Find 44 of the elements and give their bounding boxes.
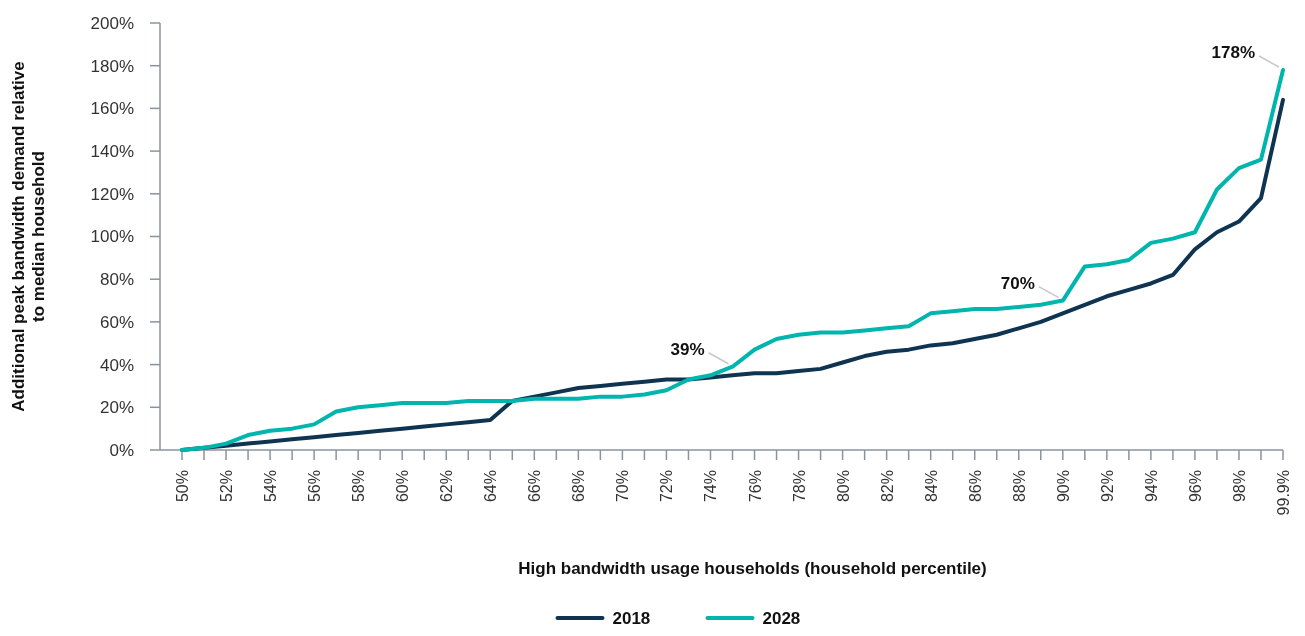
x-tick-label: 62% xyxy=(438,470,456,503)
x-tick-label: 68% xyxy=(570,470,588,503)
y-tick-label: 140% xyxy=(90,142,134,162)
y-tick-label: 40% xyxy=(99,355,134,375)
x-tick-label: 98% xyxy=(1230,470,1248,503)
x-tick-label: 60% xyxy=(394,470,412,503)
y-tick-label: 80% xyxy=(99,270,134,290)
y-tick-label: 100% xyxy=(90,227,134,247)
x-axis-title: High bandwidth usage households (household percentile) xyxy=(518,559,987,578)
x-tick-label: 99.9% xyxy=(1275,470,1292,516)
y-tick-label: 0% xyxy=(109,440,134,460)
x-tick-label: 78% xyxy=(790,470,808,503)
x-tick-label: 70% xyxy=(614,470,632,503)
legend-label: 2028 xyxy=(762,609,801,628)
x-tick-label: 88% xyxy=(1010,470,1028,503)
x-tick-label: 94% xyxy=(1142,470,1160,503)
x-tick-label: 82% xyxy=(878,470,896,503)
x-tick-label: 74% xyxy=(702,470,720,503)
x-tick-label: 58% xyxy=(350,470,368,503)
data-label: 178% xyxy=(1211,42,1255,62)
x-tick-label: 80% xyxy=(834,470,852,503)
x-tick-label: 84% xyxy=(922,470,940,503)
y-tick-label: 180% xyxy=(90,56,134,76)
x-tick-label: 54% xyxy=(262,470,280,503)
y-tick-label: 120% xyxy=(90,184,134,204)
y-tick-label: 20% xyxy=(99,398,134,418)
x-tick-label: 92% xyxy=(1098,470,1116,503)
x-tick-label: 96% xyxy=(1186,470,1204,503)
x-tick-label: 66% xyxy=(526,470,544,503)
y-tick-label: 200% xyxy=(90,13,134,33)
y-tick-label: 60% xyxy=(99,312,134,332)
x-tick-label: 86% xyxy=(966,470,984,503)
x-tick-label: 50% xyxy=(174,470,191,503)
y-axis-title: Additional peak bandwidth demand relative to median household xyxy=(9,61,48,412)
x-tick-label: 90% xyxy=(1054,470,1072,503)
data-label: 39% xyxy=(670,339,705,359)
x-tick-label: 52% xyxy=(218,470,236,503)
y-tick-label: 160% xyxy=(90,99,134,119)
x-tick-label: 76% xyxy=(746,470,764,503)
x-tick-label: 72% xyxy=(658,470,676,503)
legend-label: 2018 xyxy=(612,609,651,628)
x-tick-label: 64% xyxy=(482,470,500,503)
x-tick-label: 56% xyxy=(306,470,324,503)
data-label: 70% xyxy=(1000,273,1035,293)
